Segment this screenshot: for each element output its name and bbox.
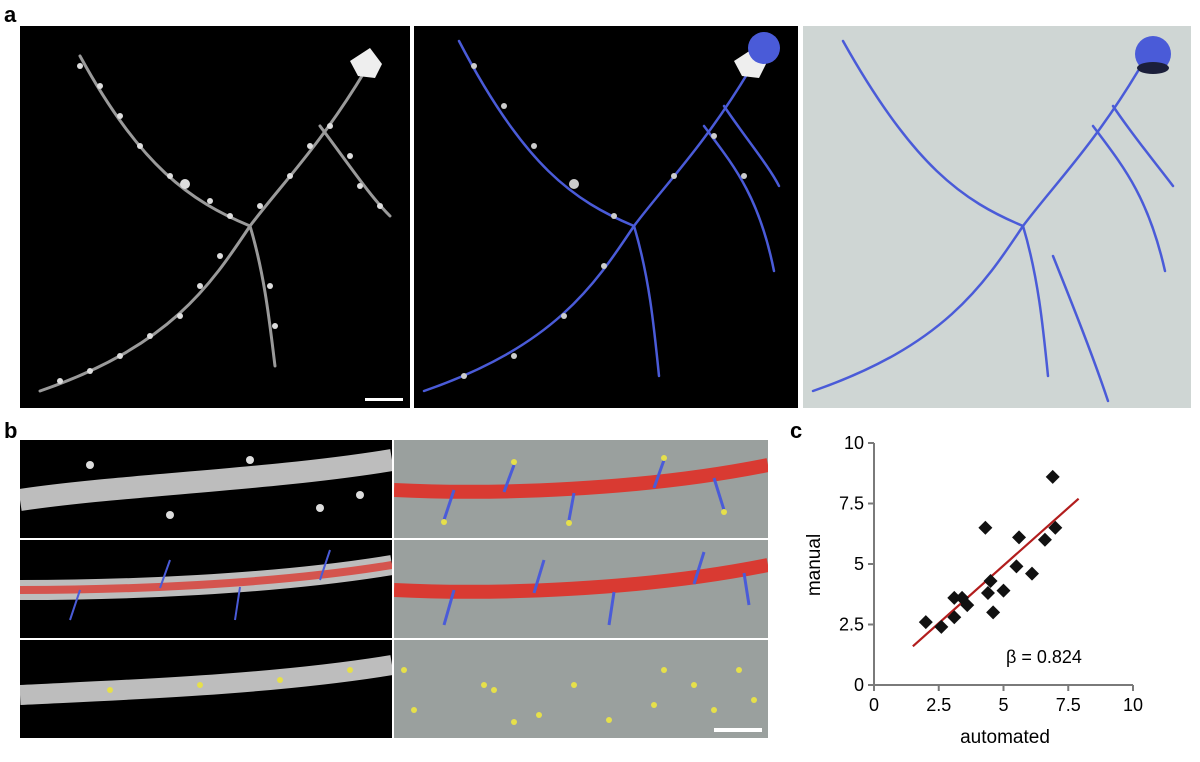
beta-annotation: β = 0.824 xyxy=(1006,647,1082,667)
panel-label-a: a xyxy=(4,2,17,27)
y-tick-label: 7.5 xyxy=(839,494,864,514)
panel-label-c: c xyxy=(790,418,803,443)
x-tick-label: 5 xyxy=(998,695,1008,715)
data-point xyxy=(1045,469,1060,484)
data-point xyxy=(960,598,975,613)
scatter-chart: 0 2.5 5 7.5 10 0 2.5 5 7.5 10 automated manual β … xyxy=(804,433,1143,748)
spine-positions xyxy=(394,640,768,738)
dendrite-overlay-2 xyxy=(20,540,392,638)
x-tick-label: 2.5 xyxy=(926,695,951,715)
scale-bar xyxy=(714,728,762,732)
data-point xyxy=(978,520,993,535)
data-point xyxy=(1009,559,1024,574)
dendrite-model-spines xyxy=(394,440,768,538)
spine-dots xyxy=(57,63,383,384)
data-point xyxy=(947,590,962,605)
data-point xyxy=(918,615,933,630)
x-tick-label: 0 xyxy=(869,695,879,715)
scale-bar xyxy=(365,398,403,401)
y-axis-label: manual xyxy=(804,534,825,596)
data-point xyxy=(1048,520,1063,535)
y-tick-label: 2.5 xyxy=(839,615,864,635)
dendrite-raw-1 xyxy=(20,440,392,538)
data-point xyxy=(980,586,995,601)
data-point xyxy=(934,619,949,634)
micrograph-traced-overlay xyxy=(414,26,798,408)
data-point xyxy=(983,573,998,588)
neuron-reconstruction xyxy=(803,26,1191,408)
x-tick-label: 7.5 xyxy=(1056,695,1081,715)
y-tick-label: 0 xyxy=(854,675,864,695)
data-point xyxy=(1037,532,1052,547)
y-tick-label: 10 xyxy=(844,433,864,453)
dendrite-spine-heads-3 xyxy=(20,640,392,738)
x-tick-label: 10 xyxy=(1123,695,1143,715)
data-point xyxy=(996,583,1011,598)
chart-axes: 0 2.5 5 7.5 10 0 2.5 5 7.5 10 xyxy=(839,433,1143,715)
micrograph-raw-neuron xyxy=(20,26,410,408)
data-point xyxy=(947,610,962,625)
data-point xyxy=(1012,530,1027,545)
panel-label-b: b xyxy=(4,418,18,443)
y-tick-label: 5 xyxy=(854,554,864,574)
data-point xyxy=(986,605,1001,620)
dendrite-model-2 xyxy=(394,540,768,638)
data-point xyxy=(1024,566,1039,581)
x-axis-label: automated xyxy=(960,727,1050,748)
data-points xyxy=(918,469,1063,634)
